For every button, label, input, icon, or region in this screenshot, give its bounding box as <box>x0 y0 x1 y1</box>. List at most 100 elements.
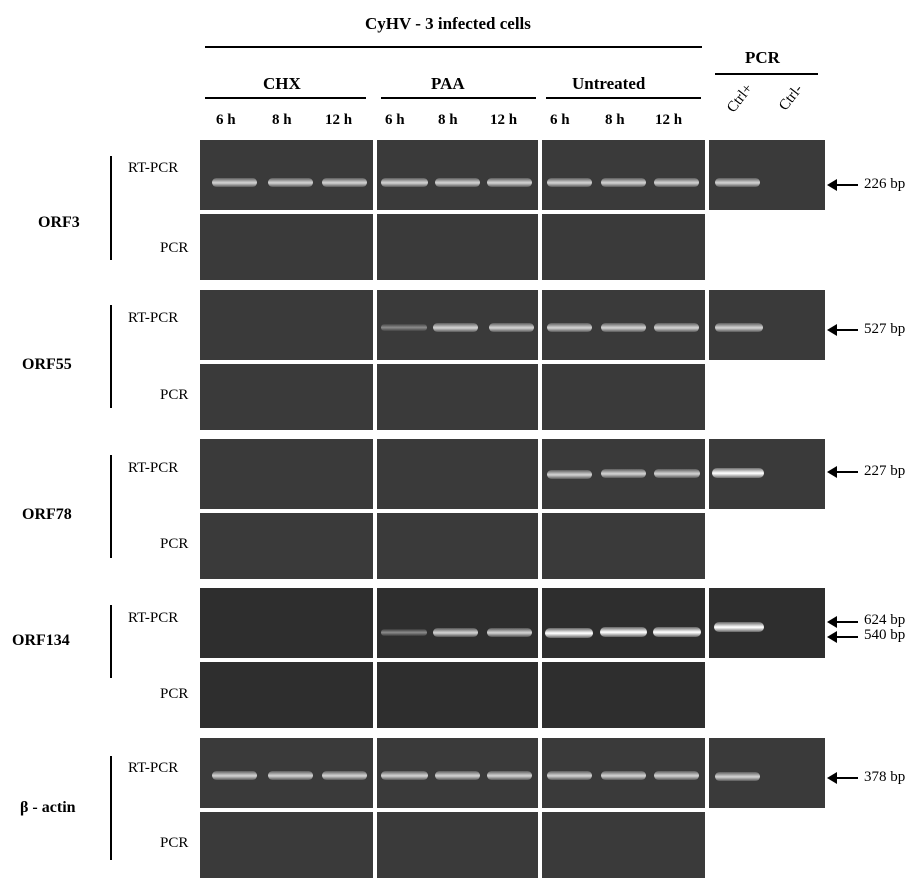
size-arrow <box>827 466 858 478</box>
band <box>654 178 699 187</box>
band <box>715 323 763 332</box>
size-label-226bp: 226 bp <box>864 176 906 192</box>
orf78-bracket <box>110 455 112 558</box>
gel-orf134-pcr-untreated <box>542 662 705 728</box>
gel-orf78-rt-paa <box>377 439 538 509</box>
size-arrow <box>827 772 858 784</box>
gel-orf55-rt-untreated <box>542 290 705 360</box>
row-label-pcr: PCR <box>160 240 189 256</box>
gel-orf78-pcr-chx <box>200 513 373 579</box>
gel-orf3-pcr-chx <box>200 214 373 280</box>
gene-label-beta-actin: β - actin <box>20 799 76 816</box>
band <box>547 470 592 479</box>
band <box>600 627 647 637</box>
gel-beta-actin-rt-untreated <box>542 738 705 808</box>
band <box>433 628 478 637</box>
gel-orf55-pcr-paa <box>377 364 538 430</box>
band <box>654 771 699 780</box>
gel-beta-actin-rt-controls <box>709 738 825 808</box>
time-untreated-8h: 8 h <box>605 112 625 128</box>
band <box>654 469 700 478</box>
gel-orf134-rt-chx <box>200 588 373 658</box>
band <box>547 323 592 332</box>
orf134-bracket <box>110 605 112 678</box>
gel-orf55-rt-paa <box>377 290 538 360</box>
beta-actin-bracket <box>110 756 112 860</box>
control-negative-label: Ctrl- <box>776 81 807 114</box>
gel-orf78-rt-controls <box>709 439 825 509</box>
gel-orf134-rt-untreated <box>542 588 705 658</box>
time-untreated-12h: 12 h <box>655 112 683 128</box>
band <box>435 771 480 780</box>
band <box>714 622 764 632</box>
band <box>712 468 764 478</box>
gel-orf3-pcr-paa <box>377 214 538 280</box>
gel-orf3-pcr-untreated <box>542 214 705 280</box>
band <box>435 178 480 187</box>
row-label-pcr: PCR <box>160 387 189 403</box>
gel-orf55-rt-controls <box>709 290 825 360</box>
band <box>547 771 592 780</box>
gel-beta-actin-pcr-paa <box>377 812 538 878</box>
treatment-untreated: Untreated <box>572 74 646 93</box>
gel-beta-actin-rt-paa <box>377 738 538 808</box>
gel-orf134-rt-controls <box>709 588 825 658</box>
gene-label-orf55: ORF55 <box>22 356 72 373</box>
treatment-paa: PAA <box>431 74 465 93</box>
band <box>601 178 646 187</box>
band <box>268 771 313 780</box>
row-label-rt-pcr: RT-PCR <box>128 160 179 176</box>
band <box>212 178 257 187</box>
band <box>489 323 534 332</box>
band <box>601 323 646 332</box>
size-label-227bp: 227 bp <box>864 463 906 479</box>
gel-orf134-pcr-paa <box>377 662 538 728</box>
size-arrow <box>827 631 858 643</box>
gel-orf3-rt-chx <box>200 140 373 210</box>
chx-underline <box>205 97 366 99</box>
gel-beta-actin-rt-chx <box>200 738 373 808</box>
size-arrow <box>827 616 858 628</box>
treatment-chx: CHX <box>263 74 301 93</box>
row-label-rt-pcr: RT-PCR <box>128 460 179 476</box>
row-label-rt-pcr: RT-PCR <box>128 610 179 626</box>
orf55-bracket <box>110 305 112 408</box>
band <box>653 627 701 637</box>
band <box>381 771 428 780</box>
time-chx-8h: 8 h <box>272 112 292 128</box>
size-label-527bp: 527 bp <box>864 321 906 337</box>
size-arrow <box>827 324 858 336</box>
band <box>268 178 313 187</box>
gel-beta-actin-pcr-chx <box>200 812 373 878</box>
size-label-540bp: 540 bp <box>864 627 906 643</box>
gel-orf78-pcr-untreated <box>542 513 705 579</box>
gel-orf134-rt-paa <box>377 588 538 658</box>
band <box>715 772 760 781</box>
band <box>487 771 532 780</box>
pcr-header: PCR <box>745 48 780 67</box>
gene-label-orf3: ORF3 <box>38 214 80 231</box>
time-chx-12h: 12 h <box>325 112 353 128</box>
band <box>545 628 593 638</box>
time-paa-6h: 6 h <box>385 112 405 128</box>
paa-underline <box>381 97 536 99</box>
band <box>715 178 760 187</box>
band <box>212 771 257 780</box>
band <box>601 771 646 780</box>
gel-orf55-pcr-chx <box>200 364 373 430</box>
figure-title: CyHV - 3 infected cells <box>365 14 531 33</box>
gel-beta-actin-pcr-untreated <box>542 812 705 878</box>
time-chx-6h: 6 h <box>216 112 236 128</box>
row-label-rt-pcr: RT-PCR <box>128 760 179 776</box>
band <box>322 771 367 780</box>
gel-orf3-rt-untreated <box>542 140 705 210</box>
untreated-underline <box>546 97 701 99</box>
time-untreated-6h: 6 h <box>550 112 570 128</box>
gene-label-orf134: ORF134 <box>12 632 70 649</box>
orf3-bracket <box>110 156 112 260</box>
gel-orf55-pcr-untreated <box>542 364 705 430</box>
band <box>433 323 478 332</box>
band <box>381 178 428 187</box>
gel-orf3-rt-controls <box>709 140 825 210</box>
title-underline <box>205 46 702 48</box>
